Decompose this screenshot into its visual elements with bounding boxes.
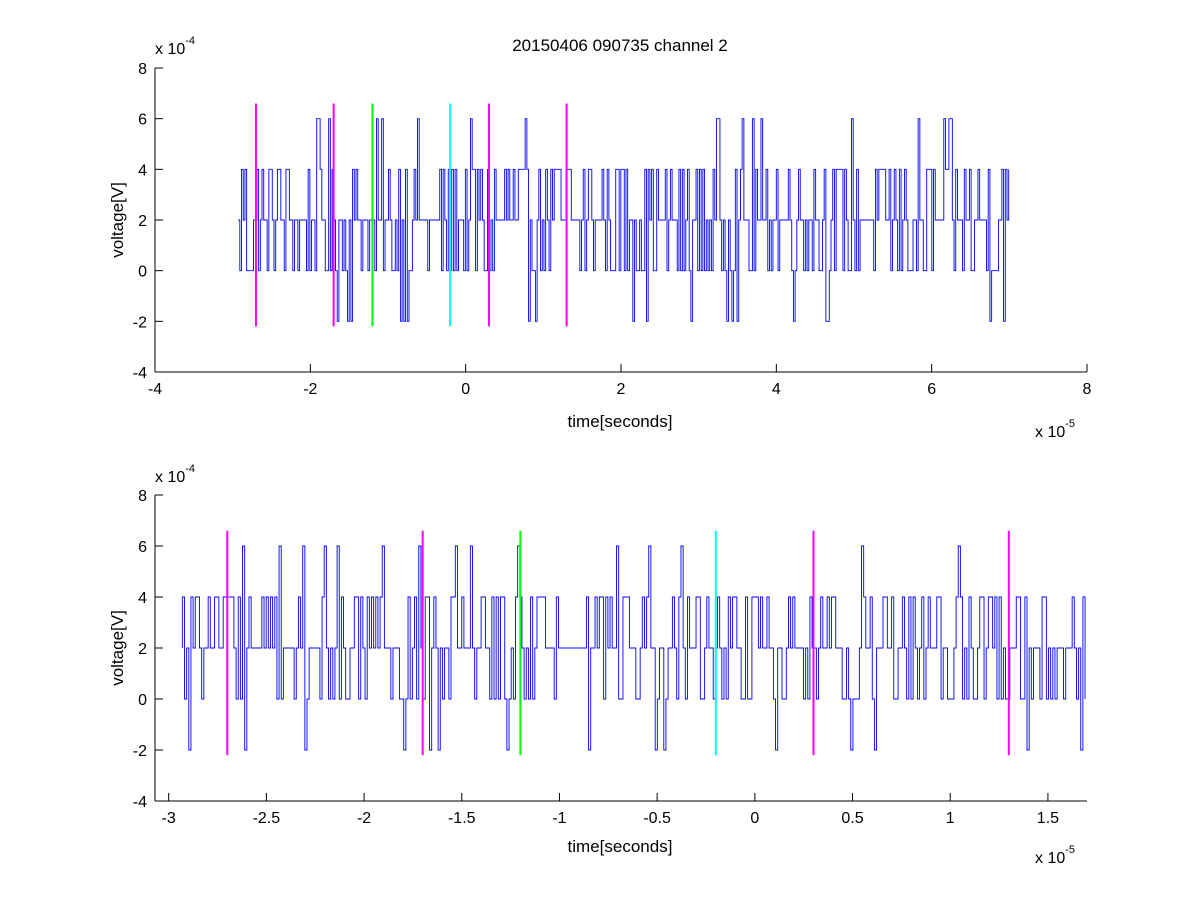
top-signal-group — [238, 118, 1010, 322]
bottom-y-tick-label: -4 — [133, 794, 147, 811]
top-y-tick-label: 4 — [138, 162, 147, 179]
bottom-y-axis-label: voltage[V] — [108, 610, 127, 686]
top-x-tick-label: -4 — [148, 381, 162, 398]
top-signal-line — [238, 118, 1010, 322]
top-y-ticks: -4 -2 0 2 4 6 8 — [133, 61, 163, 382]
bottom-y-ticks: -4 -2 0 2 4 6 8 — [133, 488, 163, 811]
top-x-tick-label: -2 — [303, 381, 317, 398]
top-x-exponent-power: -5 — [1065, 418, 1075, 430]
top-x-tick-label: 4 — [772, 381, 781, 398]
top-y-tick-label: 0 — [138, 264, 147, 281]
top-marker-group — [254, 103, 568, 327]
top-subplot: -4 -2 0 2 4 6 8 -4 -2 0 2 4 6 8 time[seconds] voltag… — [108, 35, 1092, 441]
bottom-marker-group — [226, 530, 1010, 756]
bottom-x-tick-label: -1.5 — [448, 810, 476, 827]
bottom-y-exponent-power: -4 — [185, 463, 195, 475]
bottom-x-tick-label: 0 — [750, 810, 759, 827]
bottom-x-tick-label: -2 — [357, 810, 371, 827]
top-y-exponent: x 10-4 — [155, 35, 195, 58]
bottom-x-ticks: -3 -2.5 -2 -1.5 -1 -0.5 0 0.5 1 1.5 — [162, 793, 1059, 827]
bottom-x-tick-label: -3 — [162, 810, 176, 827]
bottom-y-tick-label: 4 — [138, 590, 147, 607]
bottom-x-exponent: x 10-5 — [1035, 844, 1075, 867]
bottom-y-tick-label: 2 — [138, 641, 147, 658]
figure-title: 20150406 090735 channel 2 — [512, 36, 728, 55]
bottom-x-tick-label: -2.5 — [253, 810, 281, 827]
top-x-tick-label: 0 — [461, 381, 470, 398]
top-y-tick-label: 2 — [138, 213, 147, 230]
bottom-x-tick-label: 0.5 — [841, 810, 863, 827]
top-y-exponent-base: x 10 — [155, 41, 185, 58]
top-x-ticks: -4 -2 0 2 4 6 8 — [148, 364, 1092, 398]
top-y-exponent-power: -4 — [185, 35, 195, 47]
top-x-tick-label: 6 — [927, 381, 936, 398]
top-x-exponent: x 10-5 — [1035, 418, 1075, 441]
top-x-axis-label: time[seconds] — [568, 412, 673, 431]
bottom-subplot: -3 -2.5 -2 -1.5 -1 -0.5 0 0.5 1 1.5 -4 -2 0 2 4 6 8 tim… — [108, 463, 1087, 867]
bottom-y-tick-label: 8 — [138, 488, 147, 505]
top-y-tick-label: -4 — [133, 365, 147, 382]
bottom-y-tick-label: 6 — [138, 539, 147, 556]
bottom-x-tick-label: 1 — [946, 810, 955, 827]
top-y-tick-label: -2 — [133, 314, 147, 331]
bottom-signal-line — [181, 545, 1086, 751]
bottom-y-tick-label: 0 — [138, 692, 147, 709]
top-y-tick-label: 8 — [138, 61, 147, 78]
top-x-exponent-base: x 10 — [1035, 424, 1065, 441]
bottom-signal-group — [181, 545, 1086, 751]
bottom-y-exponent-base: x 10 — [155, 469, 185, 486]
top-x-tick-label: 2 — [617, 381, 626, 398]
top-x-tick-label: 8 — [1083, 381, 1092, 398]
bottom-x-tick-label: -1 — [552, 810, 566, 827]
bottom-x-exponent-power: -5 — [1065, 844, 1075, 856]
bottom-y-tick-label: -2 — [133, 743, 147, 760]
bottom-y-exponent: x 10-4 — [155, 463, 195, 486]
bottom-x-tick-label: 1.5 — [1037, 810, 1059, 827]
bottom-x-exponent-base: x 10 — [1035, 850, 1065, 867]
top-y-axis-label: voltage[V] — [108, 182, 127, 258]
bottom-x-axis-label: time[seconds] — [568, 837, 673, 856]
top-y-tick-label: 6 — [138, 112, 147, 129]
bottom-x-tick-label: -0.5 — [643, 810, 671, 827]
